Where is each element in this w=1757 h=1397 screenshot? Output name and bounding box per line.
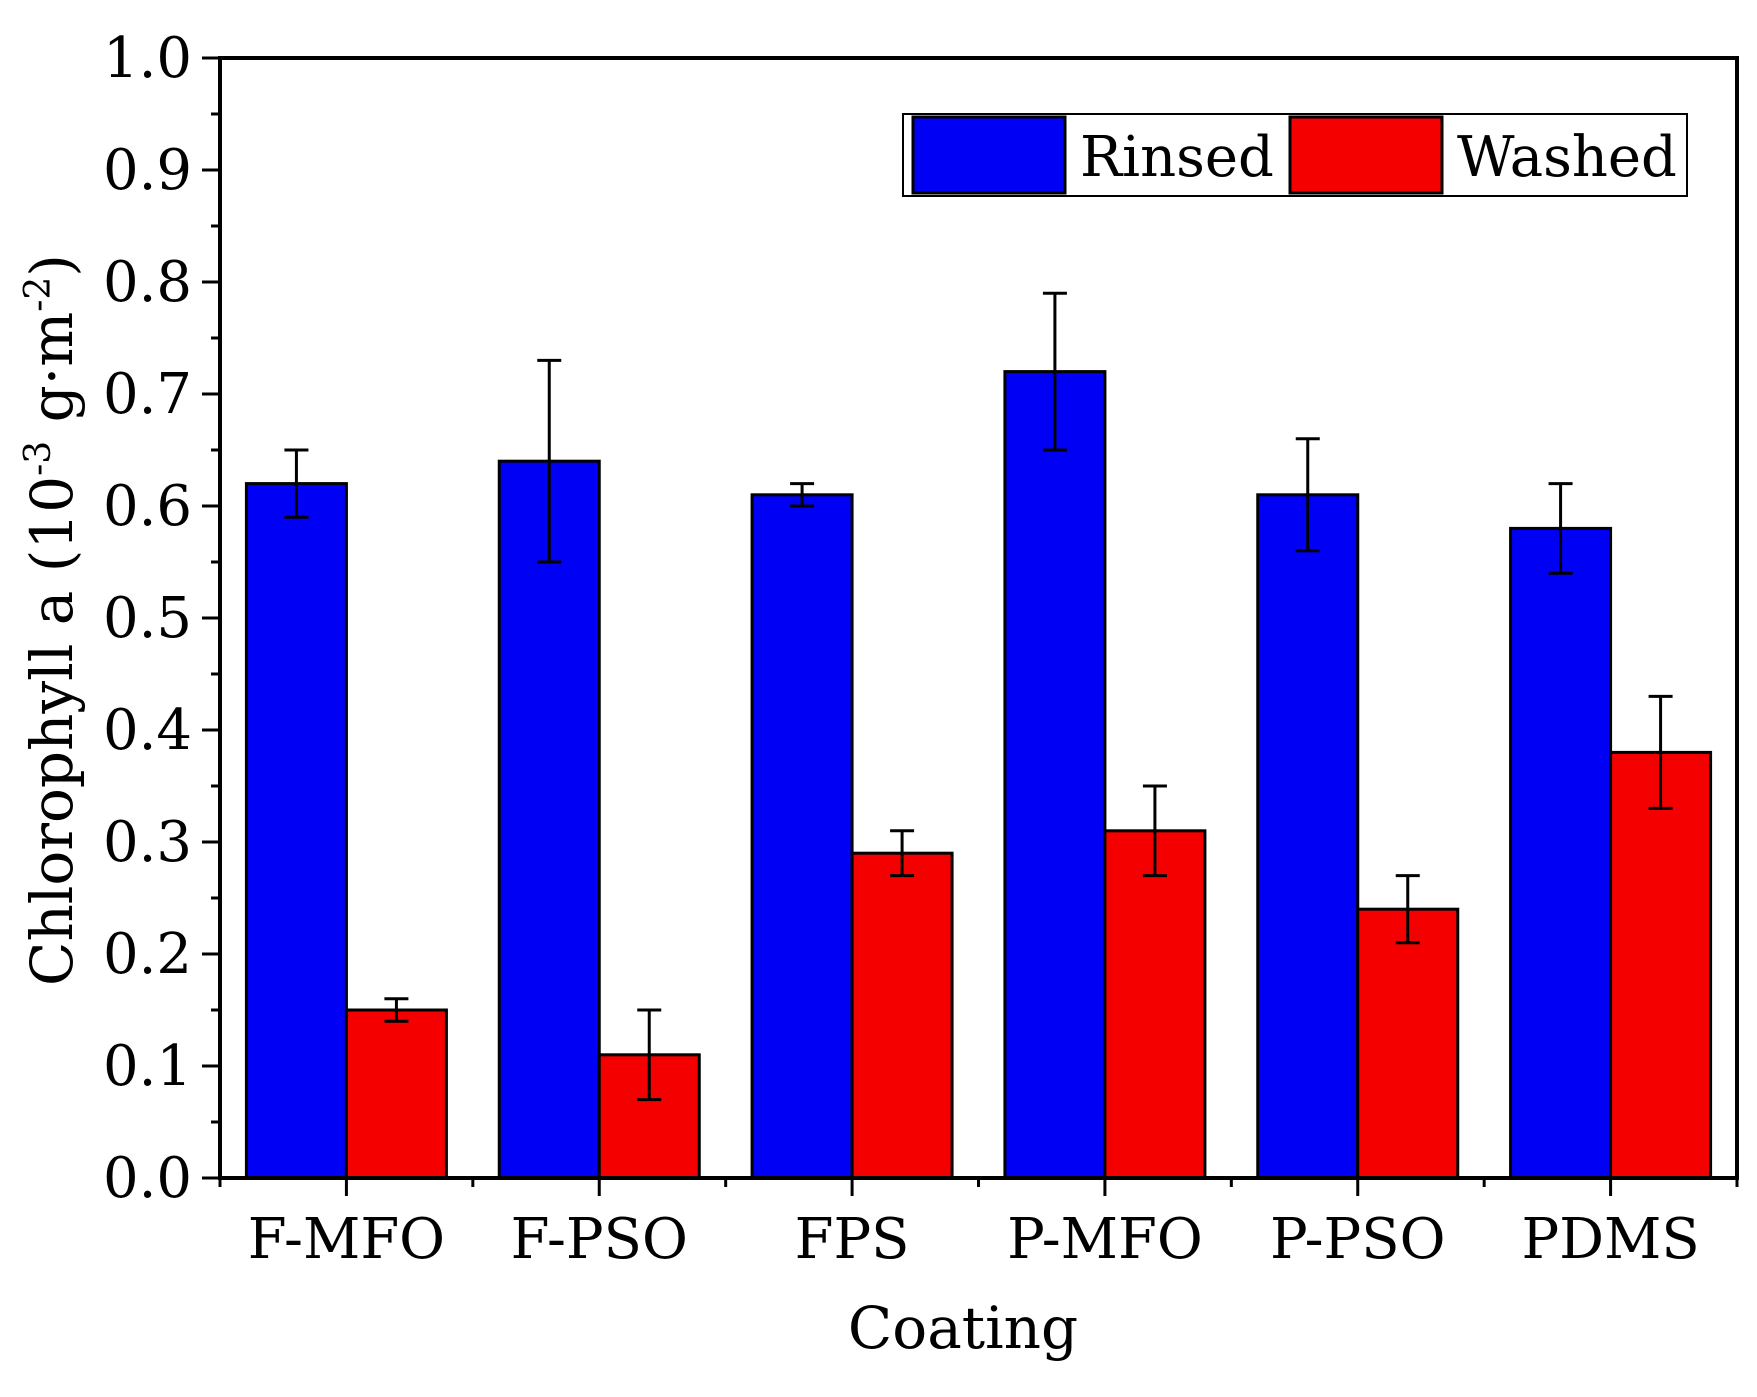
x-axis-label: Coating [848,1294,1078,1362]
ticks-layer [202,56,1739,1196]
bar-washed-pdms [1609,750,1713,1180]
y-axis-label-exp2: -2 [18,277,59,312]
bar-washed-p-pso [1356,907,1460,1180]
bar-washed-f-mfo [344,1008,448,1180]
bar-rinsed-f-mfo [244,482,348,1180]
bar-rinsed-p-pso [1256,493,1360,1180]
bar-washed-fps [850,851,954,1180]
bar-rinsed-pdms [1509,526,1613,1180]
error-bars-layer [284,291,1673,1102]
x-tick-label: FPS [795,1207,910,1272]
y-axis-label-exp1: -3 [18,441,59,476]
x-tick-label: PDMS [1521,1207,1699,1272]
y-tick-label: 0.2 [103,922,192,987]
y-tick-label: 0.0 [103,1146,192,1211]
x-tick-label: F-MFO [248,1207,445,1272]
legend: Rinsed Washed [902,113,1688,197]
x-tick-label: P-PSO [1270,1207,1446,1272]
legend-label-washed: Washed [1457,125,1677,190]
y-tick-label: 0.1 [103,1034,192,1099]
y-tick-label: 0.3 [103,810,192,875]
legend-swatch-washed [1288,115,1444,195]
y-tick-label: 0.8 [103,250,192,315]
y-tick-label: 1.0 [103,26,192,91]
y-axis-label: Chlorophyll a (10-3 g·m-2) [18,254,86,986]
legend-label-rinsed: Rinsed [1080,125,1274,190]
bar-washed-p-mfo [1103,829,1207,1180]
bar-rinsed-p-mfo [1003,370,1107,1180]
bar-rinsed-fps [750,493,854,1180]
x-tick-label: F-PSO [511,1207,688,1272]
y-tick-label: 0.9 [103,138,192,203]
y-axis-label-middle: g·m [18,312,86,441]
legend-swatch-rinsed [911,115,1067,195]
y-tick-labels: 0.0 0.1 0.2 0.3 0.4 0.5 0.6 0.7 0.8 0.9 1.0 [103,26,192,1211]
y-axis-label-prefix: Chlorophyll a (10 [18,476,86,986]
y-axis-label-suffix: ) [18,254,86,277]
y-tick-label: 0.5 [103,586,192,651]
y-tick-label: 0.6 [103,474,192,539]
y-tick-label: 0.7 [103,362,192,427]
y-tick-label: 0.4 [103,698,192,763]
x-tick-labels: F-MFO F-PSO FPS P-MFO P-PSO PDMS [248,1207,1700,1272]
bars-layer [244,370,1713,1180]
x-tick-label: P-MFO [1007,1207,1203,1272]
bar-rinsed-f-pso [497,459,601,1180]
